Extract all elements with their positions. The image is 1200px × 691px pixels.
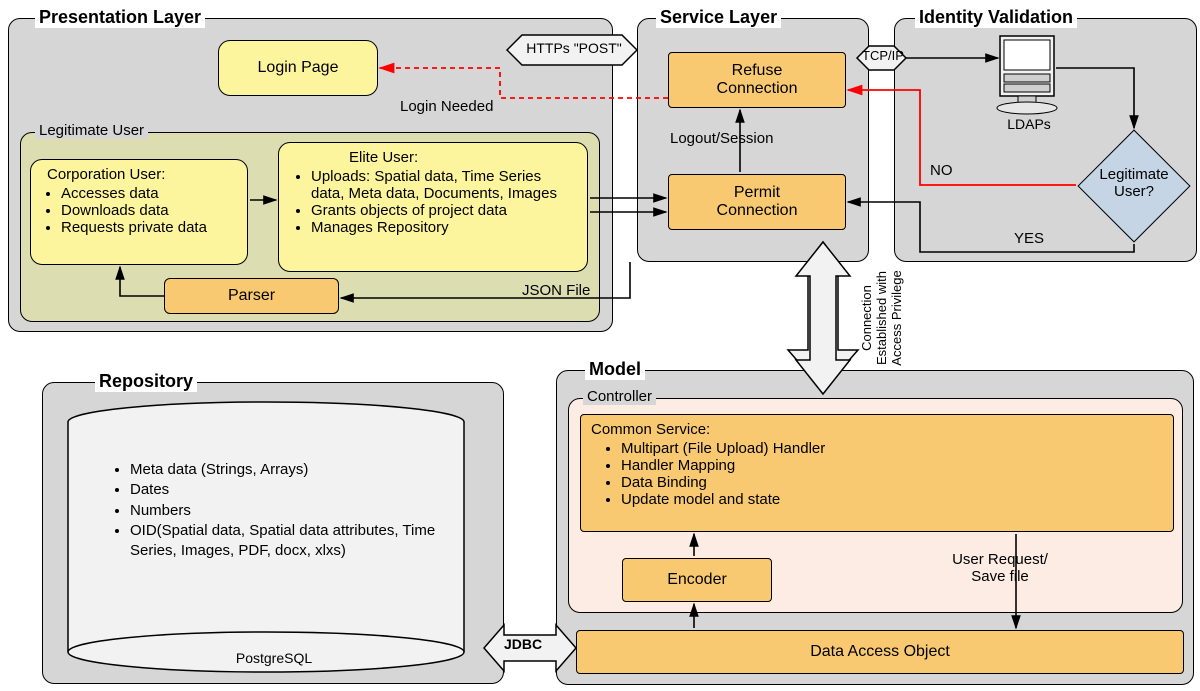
common-service-item: Handler Mapping bbox=[621, 457, 1163, 474]
tcpip-label: TCP/IP bbox=[858, 48, 908, 63]
jdbc-label: JDBC bbox=[504, 636, 542, 652]
json-file-label: JSON File bbox=[522, 282, 590, 299]
common-service-item: Data Binding bbox=[621, 474, 1163, 491]
legitimate-user-title: Legitimate User bbox=[35, 122, 148, 139]
legitimate-user-decision-label: LegitimateUser? bbox=[1084, 166, 1184, 200]
presentation-layer-title: Presentation Layer bbox=[35, 7, 205, 28]
common-service-item: Update model and state bbox=[621, 491, 1163, 508]
user-request-label: User Request/Save file bbox=[930, 552, 1070, 585]
login-needed-label: Login Needed bbox=[400, 98, 493, 115]
corp-user-item: Downloads data bbox=[61, 202, 239, 219]
elite-user-item: Manages Repository bbox=[311, 219, 577, 236]
permit-connection-label: PermitConnection bbox=[717, 184, 798, 220]
identity-validation-box: Identity Validation bbox=[894, 18, 1197, 262]
elite-user-node: Elite User: Uploads: Spatial data, Time … bbox=[278, 142, 588, 272]
common-service-item: Multipart (File Upload) Handler bbox=[621, 440, 1163, 457]
refuse-connection-node: RefuseConnection bbox=[668, 52, 846, 108]
model-layer-title: Model bbox=[585, 359, 645, 380]
corporation-user-header: Corporation User: bbox=[47, 166, 239, 183]
repository-contents: Meta data (Strings, Arrays) Dates Number… bbox=[112, 460, 452, 561]
connection-established-label-text: ConnectionEstablished withAccess Privile… bbox=[860, 248, 905, 388]
encoder-node: Encoder bbox=[622, 558, 772, 602]
common-service-header: Common Service: bbox=[591, 421, 1163, 438]
corp-user-item: Accesses data bbox=[61, 185, 239, 202]
architecture-diagram: Presentation Layer Login Page Legitimate… bbox=[0, 0, 1200, 691]
repo-item: Dates bbox=[130, 480, 452, 500]
ldaps-label: LDAPs bbox=[1002, 116, 1056, 132]
login-page-label: Login Page bbox=[258, 59, 339, 77]
controller-title: Controller bbox=[583, 388, 656, 405]
logout-session-label: Logout/Session bbox=[670, 130, 773, 147]
refuse-connection-label: RefuseConnection bbox=[717, 62, 798, 98]
permit-connection-node: PermitConnection bbox=[668, 174, 846, 230]
service-layer-title: Service Layer bbox=[656, 7, 781, 28]
dao-node: Data Access Object bbox=[576, 630, 1184, 674]
corporation-user-node: Corporation User: Accesses data Download… bbox=[30, 159, 248, 265]
no-label: NO bbox=[930, 162, 953, 179]
yes-label: YES bbox=[1014, 230, 1044, 247]
elite-user-item: Grants objects of project data bbox=[311, 202, 577, 219]
elite-user-item: Uploads: Spatial data, Time Series data,… bbox=[311, 168, 577, 202]
elite-user-header: Elite User: bbox=[349, 149, 577, 166]
identity-validation-title: Identity Validation bbox=[915, 7, 1077, 28]
common-service-node: Common Service: Multipart (File Upload) … bbox=[580, 414, 1174, 532]
repository-layer-title: Repository bbox=[95, 371, 197, 392]
parser-node: Parser bbox=[164, 278, 339, 314]
corp-user-item: Requests private data bbox=[61, 219, 239, 236]
https-post-label: HTTPs "POST" bbox=[524, 40, 624, 56]
repo-item: Numbers bbox=[130, 501, 452, 521]
repo-item: Meta data (Strings, Arrays) bbox=[130, 460, 452, 480]
repo-item: OID(Spatial data, Spatial data attribute… bbox=[130, 521, 452, 562]
parser-label: Parser bbox=[228, 287, 275, 305]
dao-label: Data Access Object bbox=[810, 643, 950, 661]
login-page-node: Login Page bbox=[218, 40, 378, 96]
encoder-label: Encoder bbox=[667, 571, 727, 589]
postgresql-label: PostgreSQL bbox=[214, 650, 334, 666]
